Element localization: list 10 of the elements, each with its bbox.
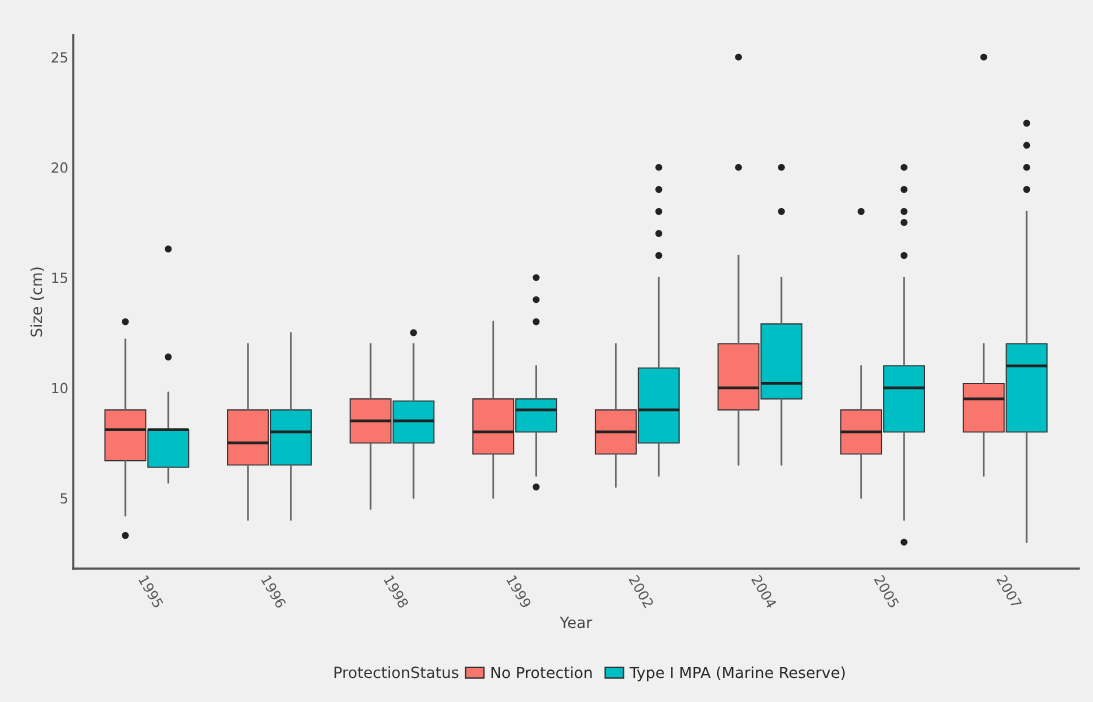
y-tick-label: 5 bbox=[60, 493, 68, 504]
y-axis-title: Size (cm) bbox=[30, 267, 44, 337]
y-tick-label: 25 bbox=[51, 52, 68, 63]
y-tick-label: 10 bbox=[52, 382, 68, 394]
y-tick-label: 15 bbox=[52, 272, 68, 284]
legend-label: Type I MPA (Marine Reserve) bbox=[629, 666, 845, 682]
legend-title: ProtectionStatus bbox=[334, 666, 459, 679]
x-axis-title: Year bbox=[559, 616, 593, 629]
y-tick-label: 20 bbox=[51, 162, 68, 173]
legend-label: No Protection bbox=[491, 666, 592, 679]
